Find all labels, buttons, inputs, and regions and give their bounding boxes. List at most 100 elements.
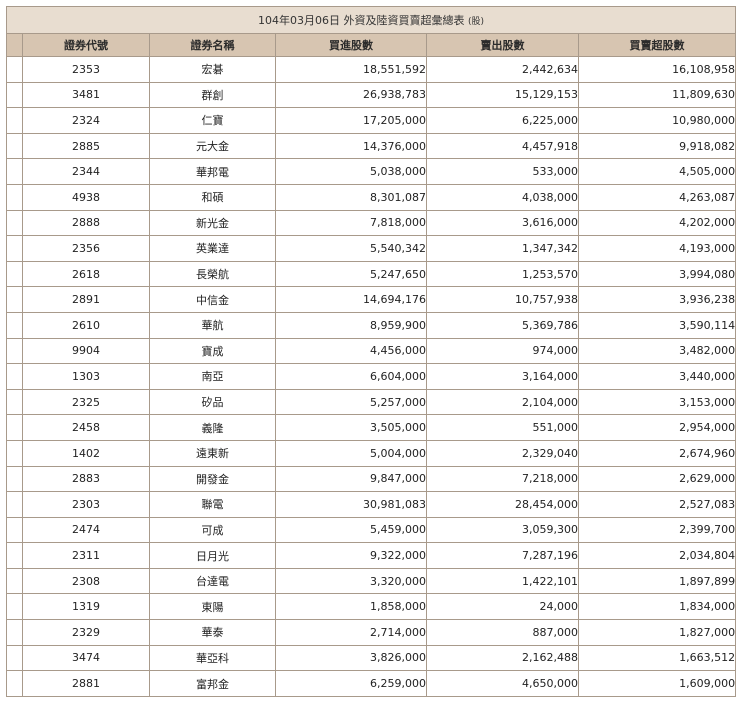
cell-sell-shares: 887,000 [426, 619, 579, 646]
cell-net-shares: 1,663,512 [577, 644, 737, 672]
cell-buy-shares: 30,981,083 [275, 491, 427, 518]
cell-buy-shares: 18,551,592 [275, 56, 427, 83]
row-spacer [6, 311, 23, 339]
row-spacer [6, 107, 23, 134]
cell-buy-shares: 17,205,000 [275, 107, 427, 134]
cell-security-code: 3481 [22, 81, 150, 109]
cell-sell-shares: 4,650,000 [426, 670, 579, 697]
cell-net-shares: 4,193,000 [577, 235, 737, 262]
cell-buy-shares: 8,301,087 [275, 183, 427, 211]
cell-sell-shares: 24,000 [426, 593, 579, 621]
cell-security-code: 2308 [22, 567, 150, 595]
cell-security-name: 寶成 [149, 337, 276, 365]
row-spacer [6, 235, 23, 262]
cell-security-name: 和碩 [149, 183, 276, 211]
cell-buy-shares: 5,540,342 [275, 235, 427, 262]
table-row: 2308 台達電 3,320,000 1,422,101 1,897,899 [6, 567, 737, 595]
cell-security-code: 2329 [22, 619, 150, 646]
table-row: 2610 華航 8,959,900 5,369,786 3,590,114 [6, 311, 737, 339]
cell-net-shares: 3,440,000 [577, 363, 737, 390]
cell-security-code: 2883 [22, 465, 150, 493]
cell-security-code: 2474 [22, 516, 150, 544]
row-spacer [6, 56, 23, 83]
header-sell-shares: 賣出股數 [426, 33, 579, 57]
table-title-row: 104年03月06日 外資及陸資買賣超彙總表 (股) [5, 6, 737, 34]
cell-net-shares: 1,897,899 [577, 567, 737, 595]
table-row: 2303 聯電 30,981,083 28,454,000 2,527,083 [6, 491, 737, 518]
cell-sell-shares: 10,757,938 [426, 286, 579, 313]
cell-security-name: 中信金 [149, 286, 276, 313]
row-spacer [6, 567, 23, 595]
cell-security-code: 2303 [22, 491, 150, 518]
cell-net-shares: 2,954,000 [577, 414, 737, 441]
cell-security-code: 2891 [22, 286, 150, 313]
cell-buy-shares: 9,847,000 [275, 465, 427, 493]
cell-security-code: 2618 [22, 260, 150, 288]
row-spacer [6, 363, 23, 390]
cell-net-shares: 2,674,960 [577, 439, 737, 467]
row-spacer [6, 388, 23, 416]
row-spacer [6, 158, 23, 185]
row-spacer [6, 439, 23, 467]
row-spacer [6, 465, 23, 493]
table-row: 2891 中信金 14,694,176 10,757,938 3,936,238 [6, 286, 737, 313]
cell-sell-shares: 1,253,570 [426, 260, 579, 288]
cell-net-shares: 11,809,630 [577, 81, 737, 109]
table-row: 2883 開發金 9,847,000 7,218,000 2,629,000 [6, 465, 737, 493]
cell-net-shares: 4,505,000 [577, 158, 737, 185]
foreign-investor-trading-table: 104年03月06日 外資及陸資買賣超彙總表 (股) 證券代號 證券名稱 買進股… [5, 6, 737, 697]
row-spacer [6, 491, 23, 518]
cell-net-shares: 9,918,082 [577, 132, 737, 160]
cell-security-name: 聯電 [149, 491, 276, 518]
table-row: 3474 華亞科 3,826,000 2,162,488 1,663,512 [6, 644, 737, 672]
cell-security-name: 日月光 [149, 542, 276, 569]
cell-sell-shares: 28,454,000 [426, 491, 579, 518]
cell-sell-shares: 1,422,101 [426, 567, 579, 595]
row-spacer [6, 260, 23, 288]
cell-security-name: 開發金 [149, 465, 276, 493]
table-row: 2356 英業達 5,540,342 1,347,342 4,193,000 [6, 235, 737, 262]
row-spacer [6, 132, 23, 160]
cell-sell-shares: 533,000 [426, 158, 579, 185]
table-row: 2344 華邦電 5,038,000 533,000 4,505,000 [6, 158, 737, 185]
cell-sell-shares: 6,225,000 [426, 107, 579, 134]
cell-security-code: 4938 [22, 183, 150, 211]
cell-buy-shares: 26,938,783 [275, 81, 427, 109]
row-spacer [6, 619, 23, 646]
cell-sell-shares: 15,129,153 [426, 81, 579, 109]
cell-security-code: 2311 [22, 542, 150, 569]
cell-buy-shares: 5,004,000 [275, 439, 427, 467]
cell-sell-shares: 974,000 [426, 337, 579, 365]
row-spacer [6, 183, 23, 211]
row-spacer [6, 644, 23, 672]
cell-buy-shares: 3,320,000 [275, 567, 427, 595]
cell-net-shares: 2,527,083 [577, 491, 737, 518]
cell-net-shares: 2,399,700 [577, 516, 737, 544]
table-row: 4938 和碩 8,301,087 4,038,000 4,263,087 [6, 183, 737, 211]
cell-security-name: 元大金 [149, 132, 276, 160]
cell-sell-shares: 4,457,918 [426, 132, 579, 160]
cell-security-name: 華邦電 [149, 158, 276, 185]
row-spacer [6, 593, 23, 621]
cell-sell-shares: 551,000 [426, 414, 579, 441]
cell-buy-shares: 3,505,000 [275, 414, 427, 441]
cell-sell-shares: 3,616,000 [426, 209, 579, 237]
cell-buy-shares: 5,038,000 [275, 158, 427, 185]
cell-buy-shares: 5,459,000 [275, 516, 427, 544]
cell-sell-shares: 5,369,786 [426, 311, 579, 339]
cell-security-name: 華泰 [149, 619, 276, 646]
row-spacer [6, 337, 23, 365]
cell-net-shares: 4,202,000 [577, 209, 737, 237]
cell-security-name: 宏碁 [149, 56, 276, 83]
cell-sell-shares: 4,038,000 [426, 183, 579, 211]
cell-security-code: 2881 [22, 670, 150, 697]
header-spacer [6, 33, 23, 57]
cell-security-name: 仁寶 [149, 107, 276, 134]
cell-security-name: 新光金 [149, 209, 276, 237]
cell-security-name: 富邦金 [149, 670, 276, 697]
row-spacer [6, 670, 23, 697]
table-row: 9904 寶成 4,456,000 974,000 3,482,000 [6, 337, 737, 365]
cell-net-shares: 3,936,238 [577, 286, 737, 313]
cell-security-name: 華亞科 [149, 644, 276, 672]
cell-security-name: 台達電 [149, 567, 276, 595]
